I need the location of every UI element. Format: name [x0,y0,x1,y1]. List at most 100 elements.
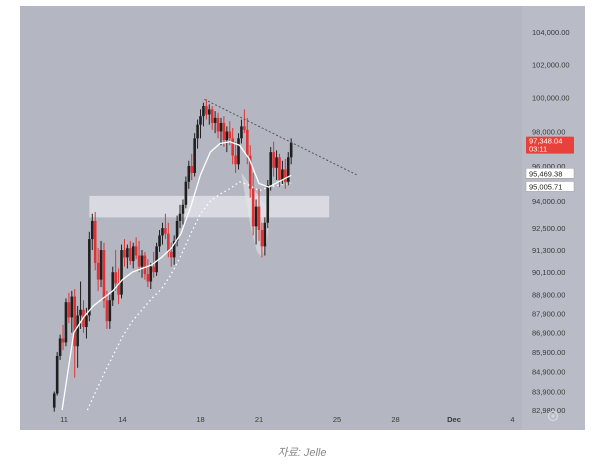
candle-body [286,157,290,182]
y-tick-label: 102,000.00 [532,61,570,70]
candle-body [140,255,144,267]
ma-price-label: 95,005.71 [529,182,562,191]
source-caption: 자료: Jelle [277,447,327,459]
y-tick-label: 100,000.00 [532,94,570,103]
candle-body [254,206,258,227]
candle-body [231,138,234,156]
x-tick-label: 21 [255,415,263,424]
candle-body [251,188,255,227]
candle-body [207,109,211,115]
candle-body [278,157,281,181]
candle-body [181,204,185,214]
chart-frame: 104,000.00 102,000.00 100,000.00 98,000.00 9… [20,6,585,430]
y-tick-label: 92,500.00 [532,224,565,233]
candle-body [161,228,164,236]
candle-body [85,315,88,327]
candle-body [155,246,158,273]
candle-body [137,255,141,267]
candle-body [228,131,232,139]
y-tick-label: 94,000.00 [532,197,565,206]
candle-body [234,155,237,165]
candle-body [219,122,223,132]
candle-body [108,300,112,322]
candle-body [248,155,252,189]
candle-body [243,126,246,130]
countdown-label: 03:11 [529,145,547,154]
candle-body [284,169,287,182]
candle-body [158,235,161,247]
y-tick-label: 87,900.00 [532,310,565,319]
candle-body [289,142,293,158]
candle-body [184,181,188,205]
ma-price-badge [525,181,575,192]
y-tick-label: 85,900.00 [532,348,565,357]
candle-body [79,309,82,316]
candle-body [225,131,229,141]
y-tick-label: 98,000.00 [532,127,565,136]
candle-body [164,228,167,234]
candle-body [64,302,68,343]
candle-body [99,250,103,280]
candle-body [281,169,284,181]
y-tick-label: 90,100.00 [532,268,565,277]
candle-body [93,220,97,263]
x-tick-label: 28 [391,415,399,424]
candle-body [216,117,220,132]
candle-body [257,206,261,230]
candlestick-chart: 104,000.00102,000.00100,000.0098,000.009… [20,6,585,430]
candle-body [76,315,79,347]
candle-body [263,222,267,247]
candle-body [275,157,278,168]
candle-body [129,248,132,262]
ma-price-label: 95,469.38 [529,169,562,178]
settings-gear-icon[interactable] [547,410,559,422]
x-tick-label: 4 [510,415,514,424]
y-tick-label: 96,000.00 [532,162,565,171]
candle-body [134,246,138,256]
y-tick-label: 88,900.00 [532,291,565,300]
candle-body [126,248,129,258]
y-tick-label: 83,900.00 [532,388,565,397]
current-price-badge [526,136,574,154]
candle-body [167,233,170,252]
candle-body [210,109,214,123]
candle-body [131,246,135,262]
candle-body [120,250,123,295]
candle-body [193,138,196,173]
candle-body [272,152,275,168]
ma-fast-line [61,141,292,411]
y-tick-label: 91,300.00 [532,246,565,255]
resistance-trendline [204,98,357,176]
candle-body [240,126,243,139]
y-tick-label: 84,900.00 [532,368,565,377]
current-price-label: 97,348.04 [529,137,562,146]
candle-body [143,255,147,275]
x-tick-label: Dec [447,415,461,424]
x-tick-label: 14 [118,415,126,424]
candle-body [58,338,62,357]
candle-body [237,138,240,165]
candle-body [190,166,194,173]
candle-body [149,266,153,282]
candle-body [105,300,109,322]
plot-background [20,6,585,430]
ma-price-badge [525,168,575,179]
candle-body [67,302,71,318]
candle-body [117,283,120,295]
candle-body [269,152,272,186]
candle-body [205,106,208,115]
candle-body [111,272,115,301]
price-axis-bg [522,6,585,430]
candle-body [102,250,106,301]
candle-body [96,262,100,280]
candle-body [196,124,199,139]
candle-body [213,117,217,123]
candle-body [90,220,94,240]
candle-body [246,129,249,156]
candle-body [175,220,179,241]
candle-body [146,274,150,282]
y-tick-label: 82,980.00 [532,406,565,415]
candle-body [199,116,202,125]
candle-body [55,356,59,394]
x-tick-label: 25 [333,415,341,424]
